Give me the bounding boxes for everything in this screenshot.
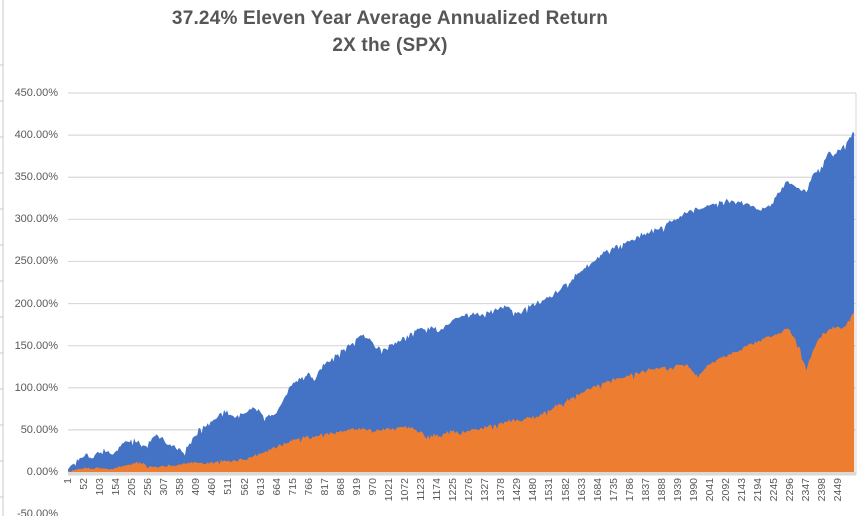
x-tick-label: 154 — [110, 478, 123, 496]
y-tick-label: 400.00% — [14, 129, 58, 142]
y-tick-label: 350.00% — [14, 171, 58, 184]
x-axis-line — [68, 472, 856, 476]
x-tick-label: 256 — [142, 478, 155, 496]
x-tick-label: 1582 — [559, 478, 572, 502]
x-tick-label: 1429 — [511, 478, 524, 502]
x-tick-label: 562 — [238, 478, 251, 496]
x-tick-label: 409 — [190, 478, 203, 496]
x-tick-label: 2245 — [768, 478, 781, 502]
series-orange-area — [68, 312, 855, 472]
x-tick-label: 1633 — [575, 478, 588, 502]
x-tick-label: 205 — [126, 478, 139, 496]
y-tick-label: 50.00% — [20, 423, 58, 436]
y-tick-label: 0.00% — [26, 466, 58, 478]
x-tick-label: 307 — [158, 478, 171, 496]
x-tick-label: 2041 — [703, 478, 716, 502]
x-tick-label: 1837 — [639, 478, 652, 502]
worksheet-edge-ruler — [0, 0, 4, 516]
x-tick-label: 52 — [78, 478, 91, 490]
x-tick-label: 1990 — [687, 478, 700, 502]
x-tick-label: 1786 — [623, 478, 636, 502]
x-tick-label: 919 — [350, 478, 363, 496]
x-tick-label: 358 — [174, 478, 187, 496]
y-tick-label: 100.00% — [14, 381, 58, 394]
chart-title-line1: 37.24% Eleven Year Average Annualized Re… — [171, 8, 609, 29]
x-tick-label: 2092 — [720, 478, 733, 502]
x-tick-label: 103 — [94, 478, 107, 496]
x-tick-label: 1276 — [463, 478, 476, 502]
chart-title-line2: 2X the (SPX) — [332, 35, 448, 56]
x-tick-label: 460 — [206, 478, 219, 496]
x-tick-label: 1 — [62, 478, 74, 484]
y-tick-label: 150.00% — [14, 339, 58, 352]
x-tick-label: 1072 — [399, 478, 412, 502]
x-tick-label: 1378 — [495, 478, 508, 502]
x-tick-label: 1174 — [431, 478, 444, 501]
x-tick-label: 2398 — [816, 478, 829, 502]
x-tick-label: 766 — [302, 478, 315, 496]
x-tick-label: 1888 — [655, 478, 668, 502]
x-tick-label: 1225 — [447, 478, 460, 502]
y-tick-label: 450.00% — [14, 87, 58, 99]
y-tick-label: 250.00% — [14, 255, 58, 268]
x-tick-label: 1531 — [543, 478, 556, 502]
x-tick-label: 511 — [222, 478, 235, 495]
x-tick-label: 1123 — [415, 478, 428, 501]
x-tick-label: 817 — [318, 478, 331, 496]
x-tick-label: 715 — [286, 478, 299, 496]
y-tick-label: 300.00% — [14, 213, 58, 226]
x-tick-label: 2347 — [800, 478, 813, 502]
x-tick-label: 1735 — [607, 478, 620, 502]
x-tick-label: 2194 — [752, 478, 765, 502]
y-tick-label: 200.00% — [14, 297, 58, 310]
x-tick-label: 664 — [270, 478, 283, 496]
x-tick-label: 2449 — [832, 478, 845, 502]
x-tick-label: 1327 — [479, 478, 492, 502]
x-tick-label: 1480 — [527, 478, 540, 502]
x-tick-label: 1684 — [591, 478, 604, 502]
x-tick-label: 970 — [366, 478, 379, 496]
chart-title: 37.24% Eleven Year Average Annualized Re… — [0, 5, 780, 59]
x-tick-label: 2143 — [736, 478, 749, 502]
x-tick-label: 868 — [334, 478, 347, 496]
x-tick-label: 613 — [254, 478, 267, 496]
x-tick-label: 2296 — [784, 478, 797, 502]
x-tick-label: 1021 — [382, 478, 395, 502]
y-tick-label: -50.00% — [17, 508, 58, 516]
x-tick-label: 1939 — [671, 478, 684, 502]
